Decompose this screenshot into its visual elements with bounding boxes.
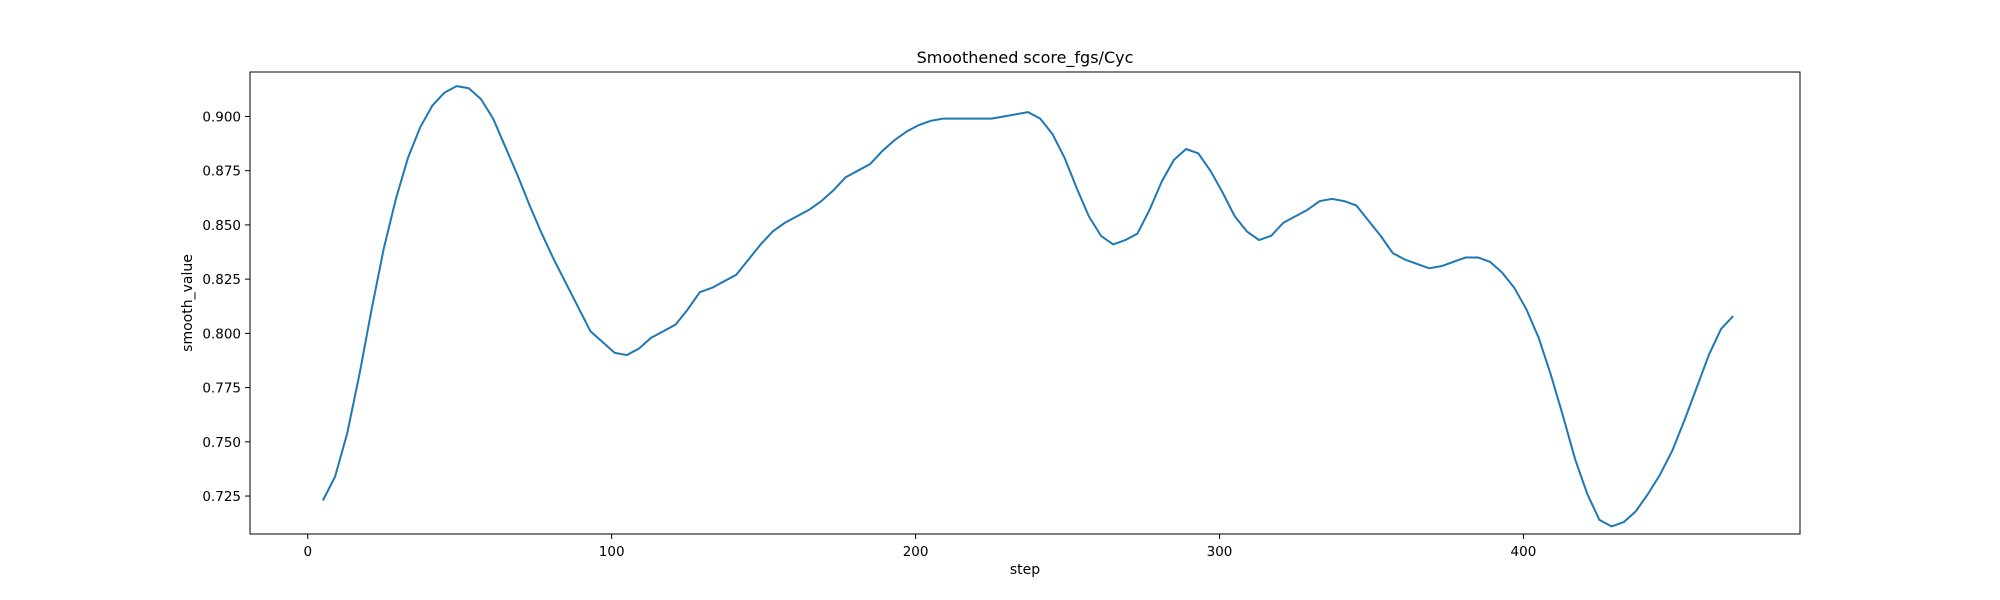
x-tick-label: 100 (599, 544, 625, 560)
y-tick-label: 0.900 (202, 109, 241, 125)
y-tick-label: 0.775 (202, 381, 241, 397)
y-tick-label: 0.875 (202, 164, 241, 180)
x-axis-ticks: 0 100 200 300 400 (303, 534, 1536, 560)
x-tick-label: 200 (903, 544, 929, 560)
y-axis-label: smooth_value (180, 254, 196, 352)
x-tick-label: 400 (1511, 544, 1537, 560)
plot-frame (249, 71, 1801, 535)
y-axis-ticks: 0.725 0.750 0.775 0.800 0.825 0.850 0.875 0.900 (202, 109, 250, 505)
y-tick-label: 0.850 (202, 218, 241, 234)
x-tick-label: 300 (1207, 544, 1233, 560)
chart-title: Smoothened score_fgs/Cyc (917, 48, 1134, 68)
y-tick-label: 0.725 (202, 489, 241, 505)
plot-area: 0 100 200 300 400 0.7250.7500.7750.8000.8250… (202, 71, 1801, 560)
x-tick-label: 0 (303, 544, 312, 560)
y-tick-label: 0.825 (202, 272, 241, 288)
y-tick-label: 0.800 (202, 326, 241, 342)
series-line (322, 85, 1734, 528)
y-tick-label: 0.750 (202, 435, 241, 451)
x-axis-label: step (1010, 562, 1040, 578)
